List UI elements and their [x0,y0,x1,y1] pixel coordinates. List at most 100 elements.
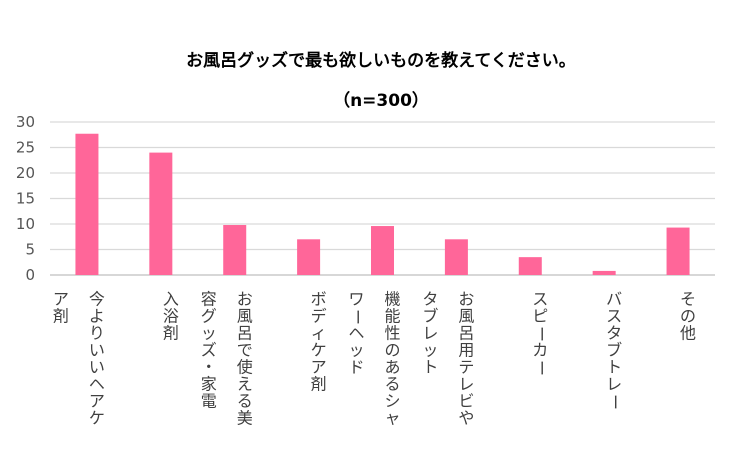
x-tick-char: る [384,375,400,394]
bar [149,152,173,275]
x-tick-char: ー [532,326,551,342]
x-tick-char: ズ [201,341,217,360]
bar [666,227,690,275]
x-tick-char: 浴 [163,307,179,326]
x-tick-char: 性 [384,324,400,343]
x-tick-char: ア [89,392,105,411]
x-tick-char: よ [89,307,105,326]
x-tick-char: え [237,375,253,394]
x-tick-char: ブ [606,341,622,360]
x-tick-char: ヘ [89,375,105,394]
x-tick-char: ッ [201,324,217,343]
x-tick-char: お [458,290,474,309]
x-tick-char: ー [532,360,551,376]
x-tick-char: レ [458,375,474,394]
bar [297,239,321,275]
x-tick-char: 他 [680,324,696,343]
x-tick-char: い [89,358,105,377]
x-tick-char: ト [606,358,622,377]
bar [444,239,468,275]
x-tick-char: 容 [201,290,217,309]
y-tick-label: 15 [16,190,35,208]
chart-subtitle: （n=300） [333,90,429,111]
x-tick-char: 風 [458,307,474,326]
x-tick-char: ャ [384,409,400,428]
x-tick-char: ー [606,394,625,410]
x-tick-char: 風 [237,307,253,326]
x-tick-char: の [680,307,696,326]
x-tick-char: 剤 [311,375,327,394]
x-tick-char: ス [532,290,548,309]
x-tick-char: ボ [311,290,327,309]
x-tick-char: ス [606,307,622,326]
y-tick-label: 20 [16,164,35,182]
y-tick-label: 30 [16,113,35,131]
x-tick-char: ピ [532,307,548,326]
x-tick-char: る [237,392,253,411]
x-tick-char: ケ [311,341,327,360]
x-axis: 今よりいいヘアケア剤入浴剤お風呂で使える美容グッズ・家電ボディケア剤機能性のある… [53,290,696,428]
x-tick-char: で [237,341,253,360]
x-tick-char: テ [458,358,474,377]
chart-title: お風呂グッズで最も欲しいものを教えてください。 [186,50,576,71]
x-tick-char: お [237,290,253,309]
x-tick-char: あ [384,358,400,377]
bars [75,133,690,275]
x-tick-label: その他 [680,290,696,343]
x-tick-char: や [458,409,474,428]
x-tick-char: 機 [384,290,400,309]
bar [75,133,99,275]
x-tick-char: ー [348,309,367,325]
x-tick-label: 入浴剤 [163,290,179,343]
x-tick-char: い [89,341,105,360]
bar [518,257,542,275]
x-tick-char: タ [422,290,438,309]
x-tick-char: 家 [201,375,217,394]
x-tick-char: ッ [348,341,364,360]
x-tick-char: バ [606,290,622,309]
x-tick-char: 入 [163,290,179,309]
x-tick-char: シ [384,392,400,411]
x-tick-char: ワ [348,290,364,309]
x-tick-char: ・ [201,358,217,377]
x-tick-char: ド [348,358,364,377]
x-tick-char: 呂 [458,324,474,343]
x-tick-char: ビ [458,392,474,411]
x-tick-char: 今 [89,290,105,309]
x-tick-char: ア [311,358,327,377]
x-tick-char: ト [422,358,438,377]
y-tick-label: 0 [25,266,35,284]
x-tick-char: 電 [201,392,217,411]
x-tick-char: 剤 [53,307,69,326]
bar [592,270,616,275]
x-tick-char: グ [201,307,217,326]
y-axis: 0 5 10 15 20 25 30 [16,113,35,284]
x-tick-char: り [89,324,105,343]
x-tick-char: 用 [458,341,474,360]
y-tick-label: 5 [25,241,35,259]
y-tick-label: 25 [16,139,35,157]
bar [223,225,247,275]
x-tick-char: デ [311,307,327,326]
x-tick-char: ィ [311,324,327,343]
x-tick-char: ア [53,290,69,309]
x-tick-char: 使 [237,358,253,377]
x-tick-char: 美 [237,409,253,428]
x-tick-char: ブ [422,307,438,326]
x-tick-char: レ [422,324,438,343]
x-tick-char: レ [606,375,622,394]
x-tick-char: ッ [422,341,438,360]
x-tick-char: 能 [384,307,400,326]
x-tick-char: の [384,341,400,360]
x-tick-char: そ [680,290,696,309]
y-tick-label: 10 [16,215,35,233]
x-tick-char: ケ [89,409,105,428]
bar [371,226,394,275]
